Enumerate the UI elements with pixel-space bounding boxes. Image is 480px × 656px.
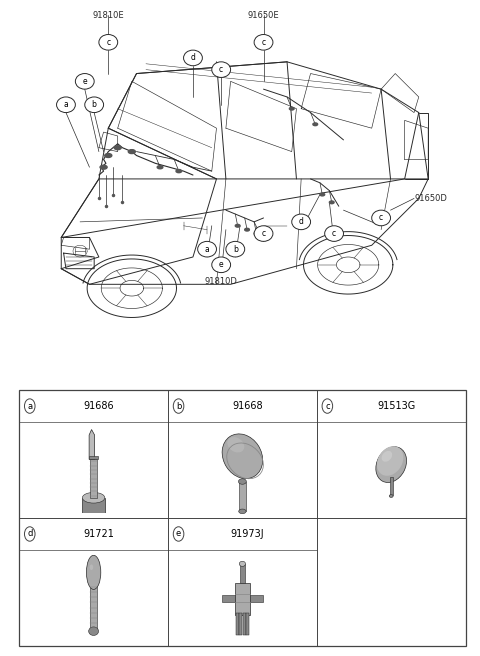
Text: 91686: 91686: [83, 401, 114, 411]
Text: c: c: [219, 65, 223, 74]
Text: b: b: [233, 245, 238, 254]
Bar: [222, 594, 235, 602]
Ellipse shape: [376, 447, 407, 483]
Text: d: d: [299, 217, 303, 226]
Bar: [89, 456, 98, 459]
Text: b: b: [92, 100, 96, 110]
Circle shape: [173, 527, 184, 541]
Text: c: c: [262, 38, 265, 47]
Ellipse shape: [313, 123, 318, 126]
Ellipse shape: [239, 479, 246, 484]
Circle shape: [212, 62, 230, 77]
Bar: [243, 613, 246, 636]
Bar: [240, 564, 245, 583]
Text: c: c: [325, 401, 330, 411]
Ellipse shape: [320, 193, 324, 196]
Text: e: e: [83, 77, 87, 86]
Circle shape: [99, 35, 118, 50]
Ellipse shape: [239, 509, 246, 514]
Text: e: e: [219, 260, 224, 270]
Circle shape: [183, 50, 203, 66]
Ellipse shape: [239, 562, 246, 566]
Text: 91810D: 91810D: [205, 276, 238, 285]
Bar: [246, 613, 249, 636]
Text: a: a: [27, 401, 32, 411]
Text: 91513G: 91513G: [377, 401, 415, 411]
Ellipse shape: [389, 495, 393, 497]
Ellipse shape: [329, 201, 334, 204]
Text: 91650D: 91650D: [414, 194, 447, 203]
Circle shape: [85, 97, 104, 113]
Circle shape: [75, 73, 94, 89]
Text: c: c: [262, 229, 265, 238]
Ellipse shape: [245, 228, 250, 231]
Text: 91721: 91721: [83, 529, 114, 539]
Bar: [19, 390, 466, 646]
Text: 91973J: 91973J: [230, 529, 264, 539]
Circle shape: [57, 97, 75, 113]
Circle shape: [254, 226, 273, 241]
Bar: [390, 478, 393, 495]
Text: 91650E: 91650E: [248, 11, 279, 20]
Ellipse shape: [90, 564, 93, 570]
Ellipse shape: [289, 108, 294, 110]
Text: c: c: [106, 38, 110, 47]
Ellipse shape: [382, 451, 392, 462]
Circle shape: [212, 257, 230, 273]
Circle shape: [254, 35, 273, 50]
Bar: [239, 482, 246, 512]
Ellipse shape: [89, 627, 98, 636]
Circle shape: [226, 241, 245, 257]
Text: a: a: [204, 245, 209, 254]
Circle shape: [173, 399, 184, 413]
Polygon shape: [89, 430, 95, 459]
Bar: [236, 613, 239, 636]
Text: 91810E: 91810E: [93, 11, 124, 20]
Text: c: c: [379, 213, 383, 222]
Ellipse shape: [235, 224, 240, 227]
Circle shape: [24, 527, 35, 541]
Text: c: c: [332, 229, 336, 238]
Bar: [90, 585, 97, 630]
Circle shape: [324, 226, 344, 241]
Ellipse shape: [100, 165, 107, 169]
Text: e: e: [176, 529, 181, 539]
Ellipse shape: [377, 446, 403, 476]
Text: d: d: [27, 529, 33, 539]
Ellipse shape: [105, 154, 112, 157]
Text: 91668: 91668: [232, 401, 263, 411]
Ellipse shape: [114, 146, 121, 150]
Bar: [235, 583, 250, 615]
Circle shape: [292, 214, 311, 230]
Ellipse shape: [222, 434, 263, 479]
Ellipse shape: [228, 437, 244, 453]
Text: a: a: [63, 100, 68, 110]
Text: d: d: [191, 53, 195, 62]
Ellipse shape: [254, 232, 259, 235]
Circle shape: [322, 399, 333, 413]
Circle shape: [24, 399, 35, 413]
Ellipse shape: [157, 166, 163, 169]
Bar: [239, 613, 242, 636]
Ellipse shape: [128, 150, 135, 154]
Ellipse shape: [83, 493, 105, 503]
Bar: [90, 459, 97, 498]
Polygon shape: [83, 498, 105, 513]
Ellipse shape: [176, 169, 181, 173]
Bar: [250, 594, 263, 602]
Text: b: b: [176, 401, 181, 411]
Circle shape: [198, 241, 216, 257]
Circle shape: [372, 210, 391, 226]
Circle shape: [86, 555, 101, 589]
